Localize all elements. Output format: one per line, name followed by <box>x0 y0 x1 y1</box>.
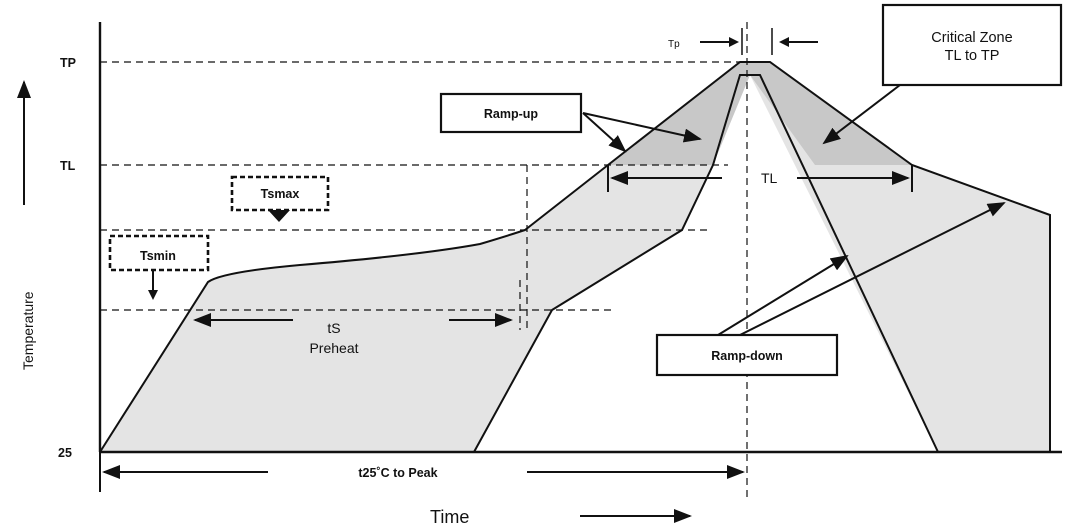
tsmax-box <box>230 175 330 212</box>
y-axis-title: Temperature <box>20 291 36 370</box>
ramp-down-label: Ramp-down <box>711 349 783 363</box>
ts-label: tS <box>327 320 340 336</box>
y-tick-25: 25 <box>58 446 72 460</box>
critical-zone-arrow <box>822 84 901 145</box>
critical-zone-box <box>881 3 1063 87</box>
tsmin-box <box>108 234 210 272</box>
critical-zone-label-line2: TL to TP <box>945 48 1000 64</box>
ramp-down-arrow-2 <box>739 202 1006 336</box>
tsmin-label: Tsmin <box>140 249 176 263</box>
preheat-label: Preheat <box>309 340 358 356</box>
ramp-up-arrow-2 <box>582 112 702 143</box>
ramp-up-arrow-1 <box>582 112 627 153</box>
ramp-down-arrow-1 <box>717 254 849 336</box>
y-tick-tl: TL <box>60 159 76 173</box>
t25-to-peak-label: t25˚C to Peak <box>358 466 437 480</box>
tl-span-label: TL <box>761 170 778 186</box>
ramp-down-box <box>655 333 839 377</box>
outer-profile-line <box>99 61 1051 453</box>
critical-zone-label-line1: Critical Zone <box>931 30 1012 46</box>
tp-marker-label: Tp <box>668 39 680 50</box>
ramp-up-label: Ramp-up <box>484 107 539 121</box>
x-axis-title: Time <box>430 507 469 527</box>
critical-zone-fill <box>608 62 912 165</box>
y-tick-tp: TP <box>60 56 76 70</box>
ramp-up-box <box>439 92 583 134</box>
tsmax-pointer-icon <box>268 210 290 222</box>
tsmax-label: Tsmax <box>261 187 300 201</box>
